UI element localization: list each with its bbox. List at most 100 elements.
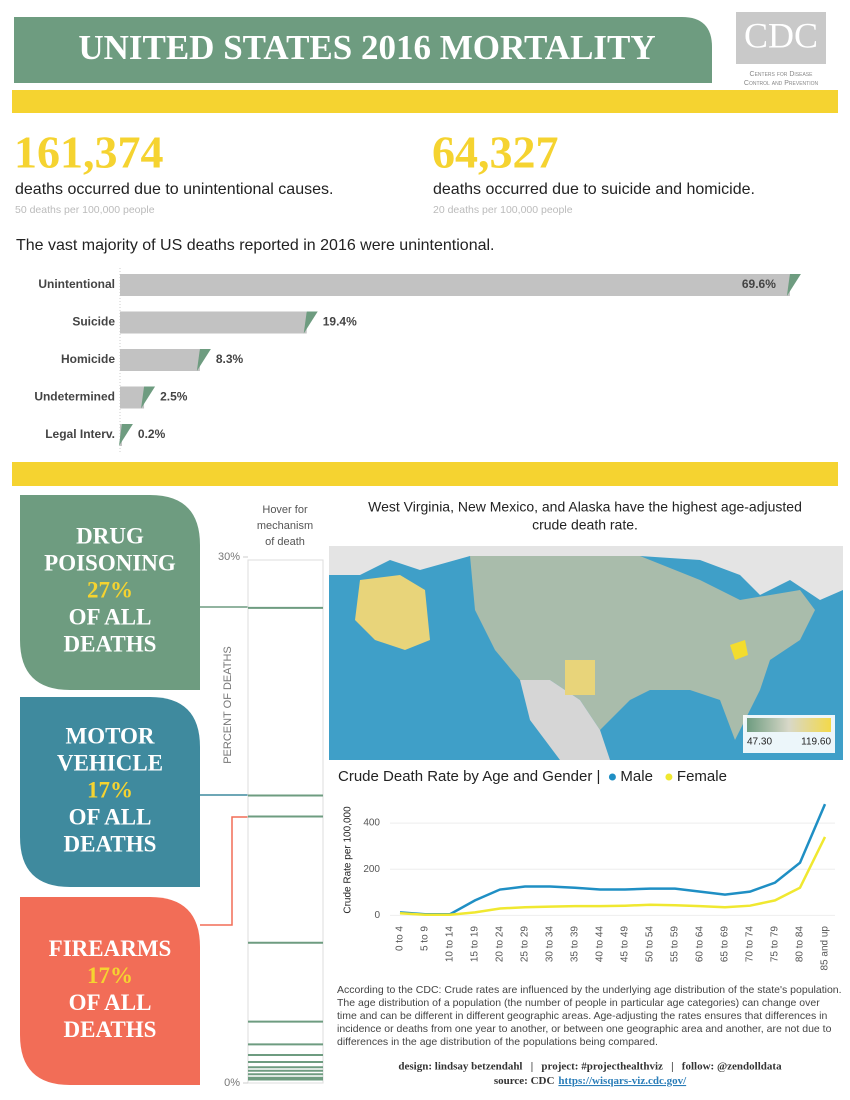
x-tick-label: 65 to 69 (720, 926, 731, 963)
card (20, 697, 200, 887)
source-link[interactable]: https://wisqars-viz.cdc.gov/ (558, 1075, 687, 1087)
x-tick-label: 60 to 64 (695, 926, 706, 963)
y-tick-label: 200 (363, 864, 380, 875)
map-legend-label: 119.60 (801, 737, 831, 748)
note: According to the CDC: Crude rates are in… (337, 984, 842, 1048)
chart-title: Crude Death Rate by Age and Gender | (338, 768, 600, 785)
bar-tip (196, 349, 211, 371)
divider-band (12, 90, 838, 113)
x-tick-label: 5 to 9 (420, 926, 431, 951)
card-text: DEATHS (64, 631, 157, 656)
note-box: According to the CDC: Crude rates are in… (337, 984, 842, 1048)
card-text: OF ALL (69, 990, 152, 1015)
bar-label: Undetermined (34, 390, 115, 404)
stat-text: deaths occurred due to unintentional cau… (15, 181, 333, 198)
card-text: FIREARMS (49, 936, 172, 961)
card-text: OF ALL (69, 604, 152, 629)
value-label: 69.6% (742, 277, 776, 291)
card-text: OF ALL (69, 804, 152, 829)
map-west-virginia (730, 640, 748, 660)
logo-text: CDC (744, 15, 818, 55)
series-line (399, 803, 827, 916)
card (20, 897, 200, 1085)
card-text: MOTOR (65, 723, 154, 748)
divider-band (12, 462, 838, 486)
bar (120, 386, 145, 409)
source-line: source: CDC https://wisqars-viz.cdc.gov/ (494, 1075, 687, 1087)
x-tick-label: 85 and up (820, 926, 831, 971)
stat-sub: 20 deaths per 100,000 people (433, 204, 573, 216)
card-text: DEATHS (64, 1017, 157, 1042)
map-mexico (520, 680, 610, 760)
legend-swatch (665, 773, 673, 781)
card-text: DRUG (76, 523, 144, 548)
header-banner (14, 17, 712, 83)
bar (120, 349, 200, 371)
strip-frame (247, 559, 324, 1084)
credits: design: lindsay betzendahl | project: #p… (398, 1061, 782, 1073)
card-text: 17% (87, 963, 133, 988)
map-new-mexico (565, 660, 595, 695)
value-label: 2.5% (160, 390, 188, 404)
strip-title: Hover for (262, 504, 308, 516)
y-axis-label: Crude Rate per 100,000 (343, 806, 354, 914)
card-text: VEHICLE (57, 750, 163, 775)
x-tick-label: 75 to 79 (770, 926, 781, 963)
card-text: DEATHS (64, 831, 157, 856)
map-legend-scale (747, 718, 831, 732)
map-canada (329, 546, 843, 600)
y-axis-label: PERCENT OF DEATHS (222, 646, 234, 764)
x-tick-label: 50 to 54 (645, 926, 656, 963)
card-text: POISONING (44, 550, 176, 575)
x-tick-label: 30 to 34 (545, 926, 556, 963)
x-tick-label: 0 to 4 (395, 926, 406, 951)
strip-title: of death (265, 536, 305, 548)
bar (120, 274, 790, 296)
x-tick-label: 10 to 14 (445, 926, 456, 963)
value-label: 8.3% (216, 352, 244, 366)
map-title: West Virginia, New Mexico, and Alaska ha… (368, 499, 802, 515)
x-tick-label: 35 to 39 (570, 926, 581, 963)
y-tick-label: 0% (224, 1077, 240, 1089)
legend-label: Male (620, 768, 653, 785)
x-tick-label: 45 to 49 (620, 926, 631, 963)
bar-tip (141, 386, 156, 409)
y-tick-label: 0 (374, 910, 380, 921)
map-legend-label: 47.30 (747, 737, 772, 748)
bar-label: Legal Interv. (45, 427, 115, 441)
x-tick-label: 55 to 59 (670, 926, 681, 963)
x-tick-label: 80 to 84 (795, 926, 806, 963)
chart-title: The vast majority of US deaths reported … (16, 237, 495, 254)
bar-tip (118, 424, 133, 446)
x-tick-label: 70 to 74 (745, 926, 756, 963)
x-tick-label: 40 to 44 (595, 926, 606, 963)
map-alaska (355, 575, 430, 650)
logo-sub: Centers for Disease (750, 71, 814, 78)
bar (120, 311, 307, 334)
bar-tip (303, 311, 318, 334)
logo-box (736, 12, 826, 64)
header-title: UNITED STATES 2016 MORTALITY (78, 28, 655, 67)
bar-tip (786, 274, 801, 296)
legend-label: Female (677, 768, 727, 785)
x-tick-label: 25 to 29 (520, 926, 531, 963)
x-tick-label: 15 to 19 (470, 926, 481, 963)
value-label: 0.2% (138, 427, 166, 441)
card (20, 495, 200, 690)
y-tick-label: 400 (363, 818, 380, 829)
y-tick-label: 30% (218, 551, 240, 563)
value-label: 19.4% (323, 315, 357, 329)
bar-label: Unintentional (38, 277, 115, 291)
series-line (399, 836, 827, 916)
card-text: 27% (87, 577, 133, 602)
connector (200, 816, 248, 926)
card-text: 17% (87, 777, 133, 802)
source: source: CDC (494, 1075, 555, 1087)
x-tick-label: 20 to 24 (495, 926, 506, 963)
strip-title: mechanism (257, 520, 313, 532)
map-us (470, 556, 815, 740)
map-title: crude death rate. (532, 517, 638, 533)
legend-swatch (608, 773, 616, 781)
